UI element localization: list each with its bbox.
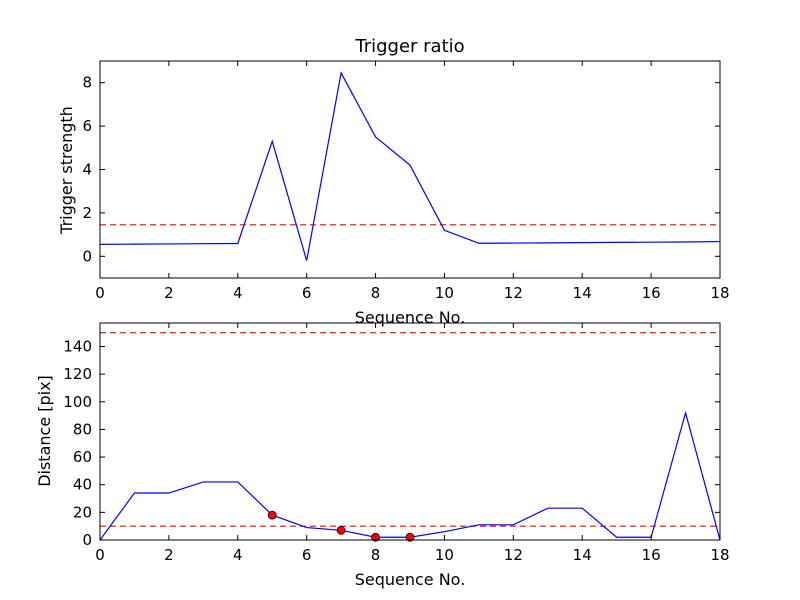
bottom-x-tick-label: 10 xyxy=(435,546,454,564)
top-x-tick-label: 14 xyxy=(573,284,592,302)
top-y-tick-label: 6 xyxy=(82,117,92,135)
bottom-axes-frame xyxy=(99,322,721,541)
bottom-x-tick-label: 12 xyxy=(504,546,523,564)
bottom-y-tick-label: 60 xyxy=(73,448,92,466)
top-y-tick-label: 2 xyxy=(82,204,92,222)
bottom-x-tick-label: 0 xyxy=(95,546,105,564)
bottom-y-tick-label: 120 xyxy=(63,365,92,383)
top-x-tick-label: 18 xyxy=(710,284,729,302)
top-plot-area xyxy=(100,71,720,261)
bottom-x-tick-label: 8 xyxy=(371,546,381,564)
top-chart-title: Trigger ratio xyxy=(354,36,464,57)
top-x-tick-label: 4 xyxy=(233,284,243,302)
bottom-x-tick-label: 14 xyxy=(573,546,592,564)
bottom-y-tick-label: 20 xyxy=(73,503,92,521)
bottom-x-axis-label: Sequence No. xyxy=(355,570,466,589)
top-x-tick-label: 2 xyxy=(164,284,174,302)
top-x-tick-label: 16 xyxy=(642,284,661,302)
bottom-y-tick-label: 0 xyxy=(82,531,92,549)
top-y-tick-label: 0 xyxy=(82,247,92,265)
bottom-x-tick-label: 18 xyxy=(710,546,729,564)
bottom-y-tick-label: 40 xyxy=(73,476,92,494)
top-x-tick-label: 8 xyxy=(371,284,381,302)
top-y-tick-label: 4 xyxy=(82,161,92,179)
bottom-x-tick-label: 6 xyxy=(302,546,312,564)
bottom-x-tick-label: 2 xyxy=(164,546,174,564)
bottom-y-tick-label: 80 xyxy=(73,420,92,438)
top-x-tick-label: 0 xyxy=(95,284,105,302)
top-x-tick-label: 12 xyxy=(504,284,523,302)
bottom-subplot: Distance [pix] Sequence No. 0 2 4 6 8 10 12 14 1… xyxy=(35,322,730,589)
top-subplot: Trigger ratio Trigger strength Sequence … xyxy=(57,36,730,327)
bottom-y-tick-label: 140 xyxy=(63,337,92,355)
top-y-tick-label: 8 xyxy=(82,74,92,92)
bottom-y-tick-label: 100 xyxy=(63,393,92,411)
top-x-tick-label: 10 xyxy=(435,284,454,302)
bottom-marker-point xyxy=(267,510,277,520)
top-x-axis-label: Sequence No. xyxy=(355,308,466,327)
bottom-x-tick-label: 16 xyxy=(642,546,661,564)
top-x-tick-label: 6 xyxy=(302,284,312,302)
bottom-x-tick-label: 4 xyxy=(233,546,243,564)
bottom-marker-point xyxy=(405,532,415,542)
bottom-marker-point xyxy=(336,525,346,535)
top-y-axis-label: Trigger strength xyxy=(57,106,76,235)
bottom-y-axis-label: Distance [pix] xyxy=(35,375,54,487)
top-series-line-0 xyxy=(100,71,720,261)
